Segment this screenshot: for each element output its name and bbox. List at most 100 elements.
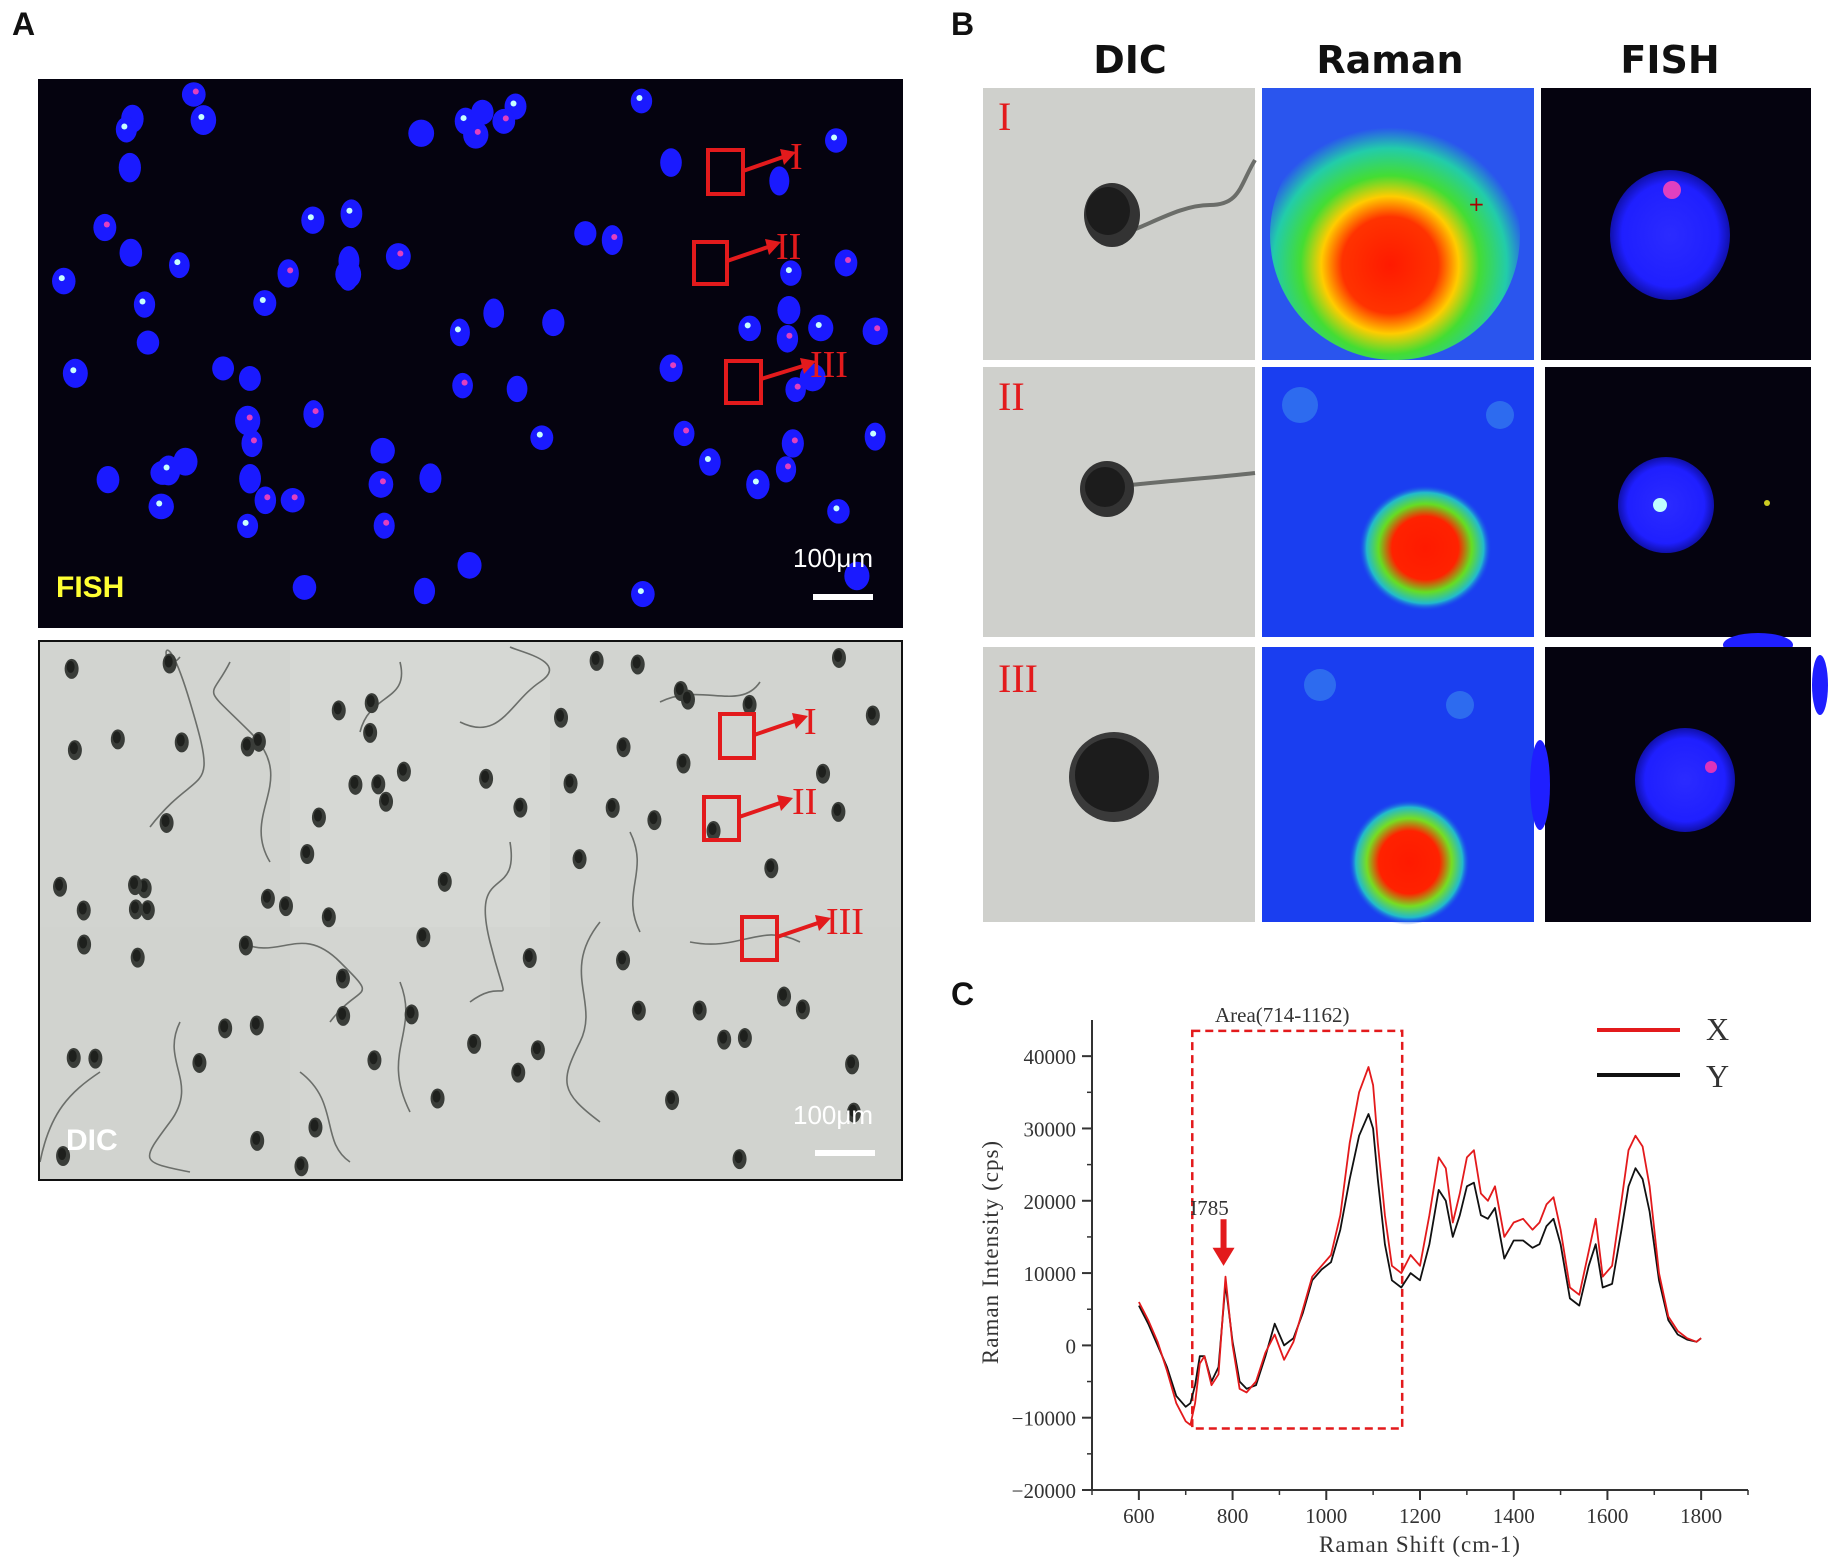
fish-nucleus <box>781 429 804 458</box>
fish-nucleus <box>373 512 395 539</box>
fish-nucleus <box>530 425 554 450</box>
fish-nucleus <box>133 291 156 318</box>
fish-nucleus <box>419 463 442 493</box>
svg-text:II: II <box>776 226 801 268</box>
fish-nucleus <box>808 314 834 342</box>
fish-nucleus <box>235 405 261 436</box>
fish-nucleus <box>699 448 721 476</box>
fish-nucleus <box>212 356 235 381</box>
y-tick-label: 40000 <box>1024 1045 1077 1069</box>
dic-marker-I: I <box>718 701 817 760</box>
y-tick-label: 10000 <box>1024 1262 1077 1286</box>
fish-nucleus <box>169 252 190 279</box>
column-header-dic: DIC <box>1093 38 1167 82</box>
fish-nucleus <box>385 243 411 270</box>
dic-marker-III: III <box>740 901 864 962</box>
svg-text:III: III <box>810 344 848 386</box>
svg-text:III: III <box>826 901 864 943</box>
fish-nucleus <box>292 574 317 600</box>
chart-axes <box>1091 1020 1748 1491</box>
fish-nucleus <box>827 499 850 524</box>
panel-b-grid: I + II III <box>983 88 1828 925</box>
y-tick-label: −20000 <box>1012 1479 1076 1503</box>
legend-label-y: Y <box>1706 1058 1729 1094</box>
series-line-x <box>1138 1066 1702 1426</box>
fish-nucleus <box>542 308 565 337</box>
fish-micrograph: I II III FISH 100μm <box>38 79 903 628</box>
chart-series <box>1138 1066 1702 1426</box>
fish-nucleus <box>340 199 363 229</box>
fish-nuclei <box>52 82 888 608</box>
dic-label: DIC <box>66 1124 118 1157</box>
legend-label-x: X <box>1706 1011 1729 1047</box>
fish-nucleus <box>769 166 790 196</box>
dic-scale-label: 100μm <box>793 1100 873 1130</box>
fish-nucleus <box>738 315 762 342</box>
svg-text:I: I <box>790 136 803 178</box>
y-tick-label: 20000 <box>1024 1190 1077 1214</box>
fish-nucleus <box>238 366 261 391</box>
fish-nucleus <box>301 206 325 234</box>
chart-ticks: −20000 −10000 0 10000 20000 30000 40000 600 800 1… <box>1012 1045 1749 1528</box>
svg-text:+: + <box>1468 192 1485 216</box>
fish-nucleus <box>239 464 261 494</box>
fish-nucleus <box>253 290 277 317</box>
fish-nucleus <box>241 429 263 458</box>
fish-nucleus <box>115 116 137 143</box>
fish-nucleus <box>631 581 655 608</box>
fish-scale-label: 100μm <box>793 543 873 573</box>
y-tick-label: 30000 <box>1024 1117 1077 1141</box>
y-axis-label: Raman Intensity (cps) <box>978 1140 1003 1364</box>
fish-nucleus <box>413 577 436 605</box>
x-axis-label: Raman Shift (cm-1) <box>1319 1532 1521 1557</box>
svg-text:II: II <box>792 781 817 823</box>
fish-marker-III: III <box>724 344 848 405</box>
panel-c-letter: C <box>951 976 975 1012</box>
panel-a-letter: A <box>12 6 36 42</box>
fish-nucleus <box>148 493 174 520</box>
x-tick-label: 1600 <box>1586 1504 1628 1528</box>
fish-nucleus <box>93 213 117 242</box>
svg-text:I: I <box>998 94 1011 139</box>
fish-nucleus <box>303 400 324 428</box>
fish-nucleus <box>454 107 477 135</box>
peak-label: I785 <box>1190 1196 1229 1220</box>
fish-nucleus <box>237 513 259 538</box>
x-tick-label: 600 <box>1123 1504 1155 1528</box>
x-tick-label: 1800 <box>1680 1504 1722 1528</box>
fish-nucleus <box>190 105 217 135</box>
fish-nucleus <box>492 108 516 134</box>
fish-scale-bar <box>813 594 873 600</box>
fish-nucleus <box>181 82 206 107</box>
fish-nucleus <box>370 437 395 464</box>
y-tick-label: −10000 <box>1012 1407 1076 1431</box>
fish-nucleus <box>574 221 597 246</box>
fish-nucleus <box>506 375 528 403</box>
fish-nucleus <box>659 354 683 383</box>
x-tick-label: 800 <box>1217 1504 1249 1528</box>
fish-nucleus <box>254 486 277 515</box>
fish-nucleus <box>471 99 494 125</box>
area-highlight-box <box>1191 1029 1404 1430</box>
fish-nucleus <box>483 298 505 328</box>
fish-label: FISH <box>56 571 124 604</box>
fish-nucleus <box>673 420 695 447</box>
chart-annotations: Area(714-1162) I785 <box>1190 1003 1404 1430</box>
fish-marker-II: II <box>692 226 801 286</box>
fish-nucleus <box>368 470 394 498</box>
x-tick-label: 1400 <box>1493 1504 1535 1528</box>
dic-scale-bar <box>815 1150 875 1156</box>
svg-text:II: II <box>998 374 1025 419</box>
fish-nucleus <box>118 152 141 183</box>
fish-nucleus <box>457 551 482 579</box>
fish-nucleus <box>834 249 858 277</box>
area-box-label: Area(714-1162) <box>1215 1003 1350 1027</box>
fish-nucleus <box>746 469 770 500</box>
fish-nucleus <box>844 561 870 591</box>
row-I: I + <box>983 88 1811 360</box>
fish-nucleus <box>452 372 473 399</box>
legend: X Y <box>1597 1011 1729 1094</box>
fish-nucleus <box>119 238 143 267</box>
column-header-raman: Raman <box>1316 38 1464 82</box>
fish-nucleus <box>777 296 801 325</box>
